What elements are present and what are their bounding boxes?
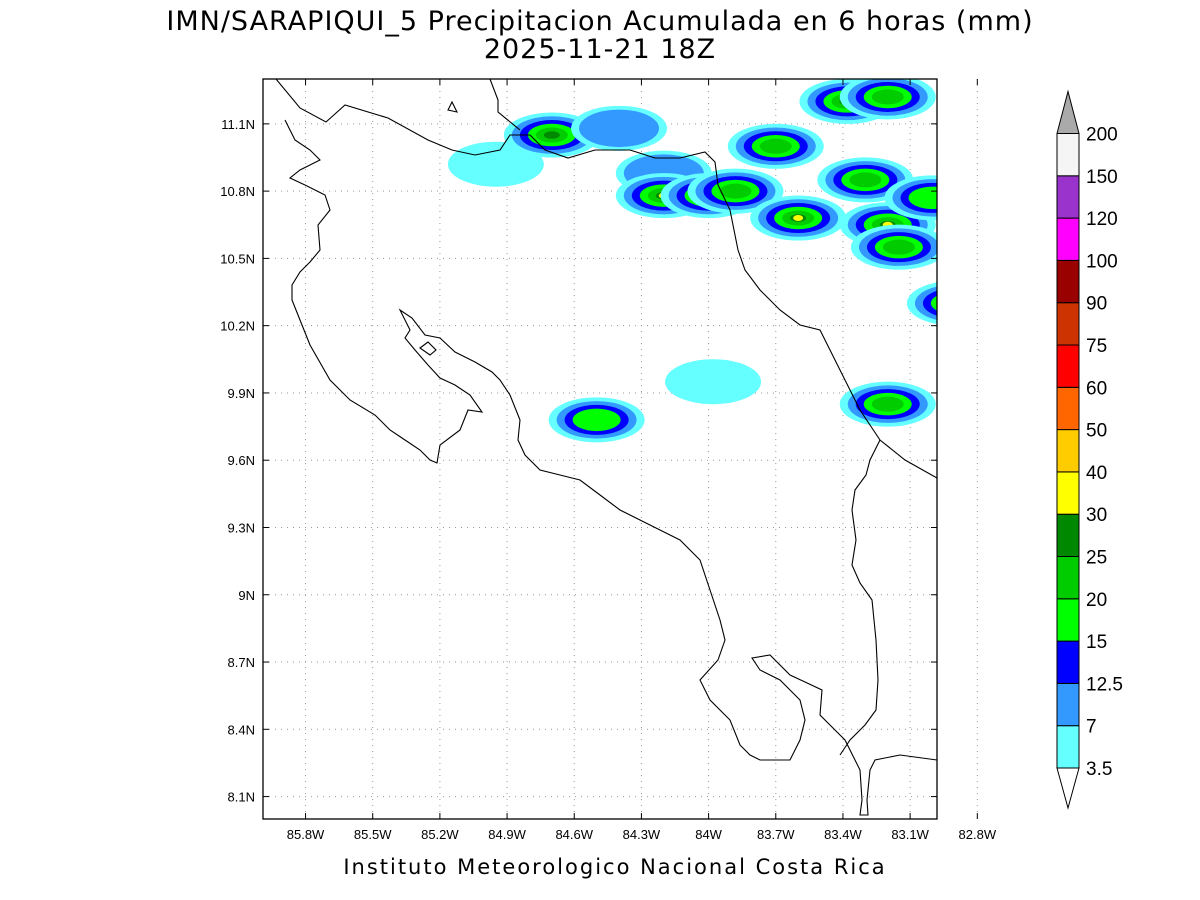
plot-frame xyxy=(262,78,938,820)
precip-cell xyxy=(849,172,882,188)
precip-cell xyxy=(759,138,792,154)
map-timestamp: 2025-11-21 18Z xyxy=(483,34,717,65)
map-title: IMN/SARAPIQUI_5 Precipitacion Acumulada … xyxy=(166,6,1034,37)
lon-tick-label: 84.9W xyxy=(488,827,526,842)
colorbar-bin xyxy=(1056,259,1080,304)
lat-tick-label: 9.6N xyxy=(228,453,255,468)
panama-border xyxy=(839,439,881,756)
lat-tick-label: 8.1N xyxy=(228,790,255,805)
colorbar-bin xyxy=(1056,217,1080,261)
colorbar-bin xyxy=(1056,725,1080,769)
lon-tick-label: 85.5W xyxy=(354,827,392,842)
colorbar-label: 25 xyxy=(1086,548,1107,569)
lat-tick-label: 10.2N xyxy=(220,319,255,334)
colorbar-label: 50 xyxy=(1086,421,1107,442)
longitude-axis: 85.8W 85.5W 85.2W 84.9W 84.6W 84.3W 84W 83.7W 83… xyxy=(287,79,997,842)
lon-tick-label: 85.2W xyxy=(421,827,459,842)
lat-tick-label: 9.9N xyxy=(228,386,255,401)
lat-tick-label: 9.3N xyxy=(228,520,255,535)
colorbar-bin xyxy=(1056,640,1080,684)
colorbar-label: 90 xyxy=(1086,294,1107,315)
colorbar-label: 20 xyxy=(1086,590,1107,611)
colorbar: 3.5 7 12.5 15 20 25 30 40 50 60 75 90 100 120 150 200 xyxy=(1056,89,1123,810)
coastlines xyxy=(275,79,937,816)
colorbar-bin xyxy=(1056,598,1080,642)
lon-tick-label: 83.4W xyxy=(824,827,862,842)
lon-tick-label: 84W xyxy=(695,827,722,842)
lon-tick-label: 84.3W xyxy=(623,827,661,842)
colorbar-label: 200 xyxy=(1086,125,1118,146)
lat-tick-label: 8.4N xyxy=(228,722,255,737)
precip-cell xyxy=(719,183,752,199)
precip-cell xyxy=(447,141,544,187)
lat-tick-label: 11.1N xyxy=(221,117,255,132)
colorbar-label: 120 xyxy=(1086,209,1118,230)
colorbar-label: 40 xyxy=(1086,463,1107,484)
colorbar-label: 100 xyxy=(1086,251,1118,272)
colorbar-bin xyxy=(1056,556,1080,600)
precip-cell xyxy=(665,359,762,405)
precip-cell xyxy=(871,89,904,105)
precip-cell xyxy=(579,109,660,148)
lat-tick-label: 9N xyxy=(238,588,255,603)
precip-cell xyxy=(793,215,804,222)
colorbar-bin xyxy=(1056,682,1080,727)
lon-tick-label: 82.8W xyxy=(959,827,997,842)
nicaragua-border-line xyxy=(489,79,521,131)
colorbar-bin xyxy=(1056,513,1080,558)
colorbar-label: 60 xyxy=(1086,378,1107,399)
lat-tick-label: 10.5N xyxy=(220,251,255,266)
colorbar-label: 12.5 xyxy=(1086,674,1123,695)
precip-cell xyxy=(572,408,621,432)
precip-cell xyxy=(543,131,560,139)
latitude-axis: 8.1N 8.4N 8.7N 9N 9.3N 9.6N 9.9N 10.2N 10.5N 10.8… xyxy=(220,117,937,805)
colorbar-bin xyxy=(1056,386,1080,431)
precip-cell xyxy=(882,239,915,255)
lat-tick-label: 8.7N xyxy=(228,655,255,670)
colorbar-bin xyxy=(1056,344,1080,388)
islet xyxy=(447,100,459,113)
colorbar-bin xyxy=(1056,302,1080,346)
colorbar-label: 30 xyxy=(1086,505,1107,526)
colorbar-max-arrow xyxy=(1056,89,1080,134)
lake-island xyxy=(419,341,437,356)
precip-cell xyxy=(922,290,937,316)
colorbar-label: 75 xyxy=(1086,336,1107,357)
colorbar-label: 3.5 xyxy=(1086,759,1112,780)
colorbar-min-arrow xyxy=(1056,767,1080,810)
colorbar-bin xyxy=(1056,429,1080,473)
colorbar-label: 150 xyxy=(1086,167,1118,188)
lon-tick-label: 83.1W xyxy=(891,827,929,842)
lat-tick-label: 10.8N xyxy=(220,184,255,199)
precipitation-field xyxy=(447,79,937,443)
colorbar-bin xyxy=(1056,471,1080,515)
institution-footer: Instituto Meteorologico Nacional Costa R… xyxy=(343,855,887,879)
lake-shore xyxy=(284,119,937,816)
lon-tick-label: 84.6W xyxy=(555,827,593,842)
lon-tick-label: 85.8W xyxy=(287,827,325,842)
colorbar-label: 7 xyxy=(1086,717,1097,738)
colorbar-label: 15 xyxy=(1086,632,1107,653)
precip-cell xyxy=(908,186,937,210)
lon-tick-label: 83.7W xyxy=(757,827,795,842)
colorbar-bin xyxy=(1056,175,1080,219)
colorbar-bin xyxy=(1056,133,1080,177)
nicaragua-costa-rica-border xyxy=(275,79,937,479)
precip-cell xyxy=(930,295,937,311)
precip-cell xyxy=(871,396,904,412)
